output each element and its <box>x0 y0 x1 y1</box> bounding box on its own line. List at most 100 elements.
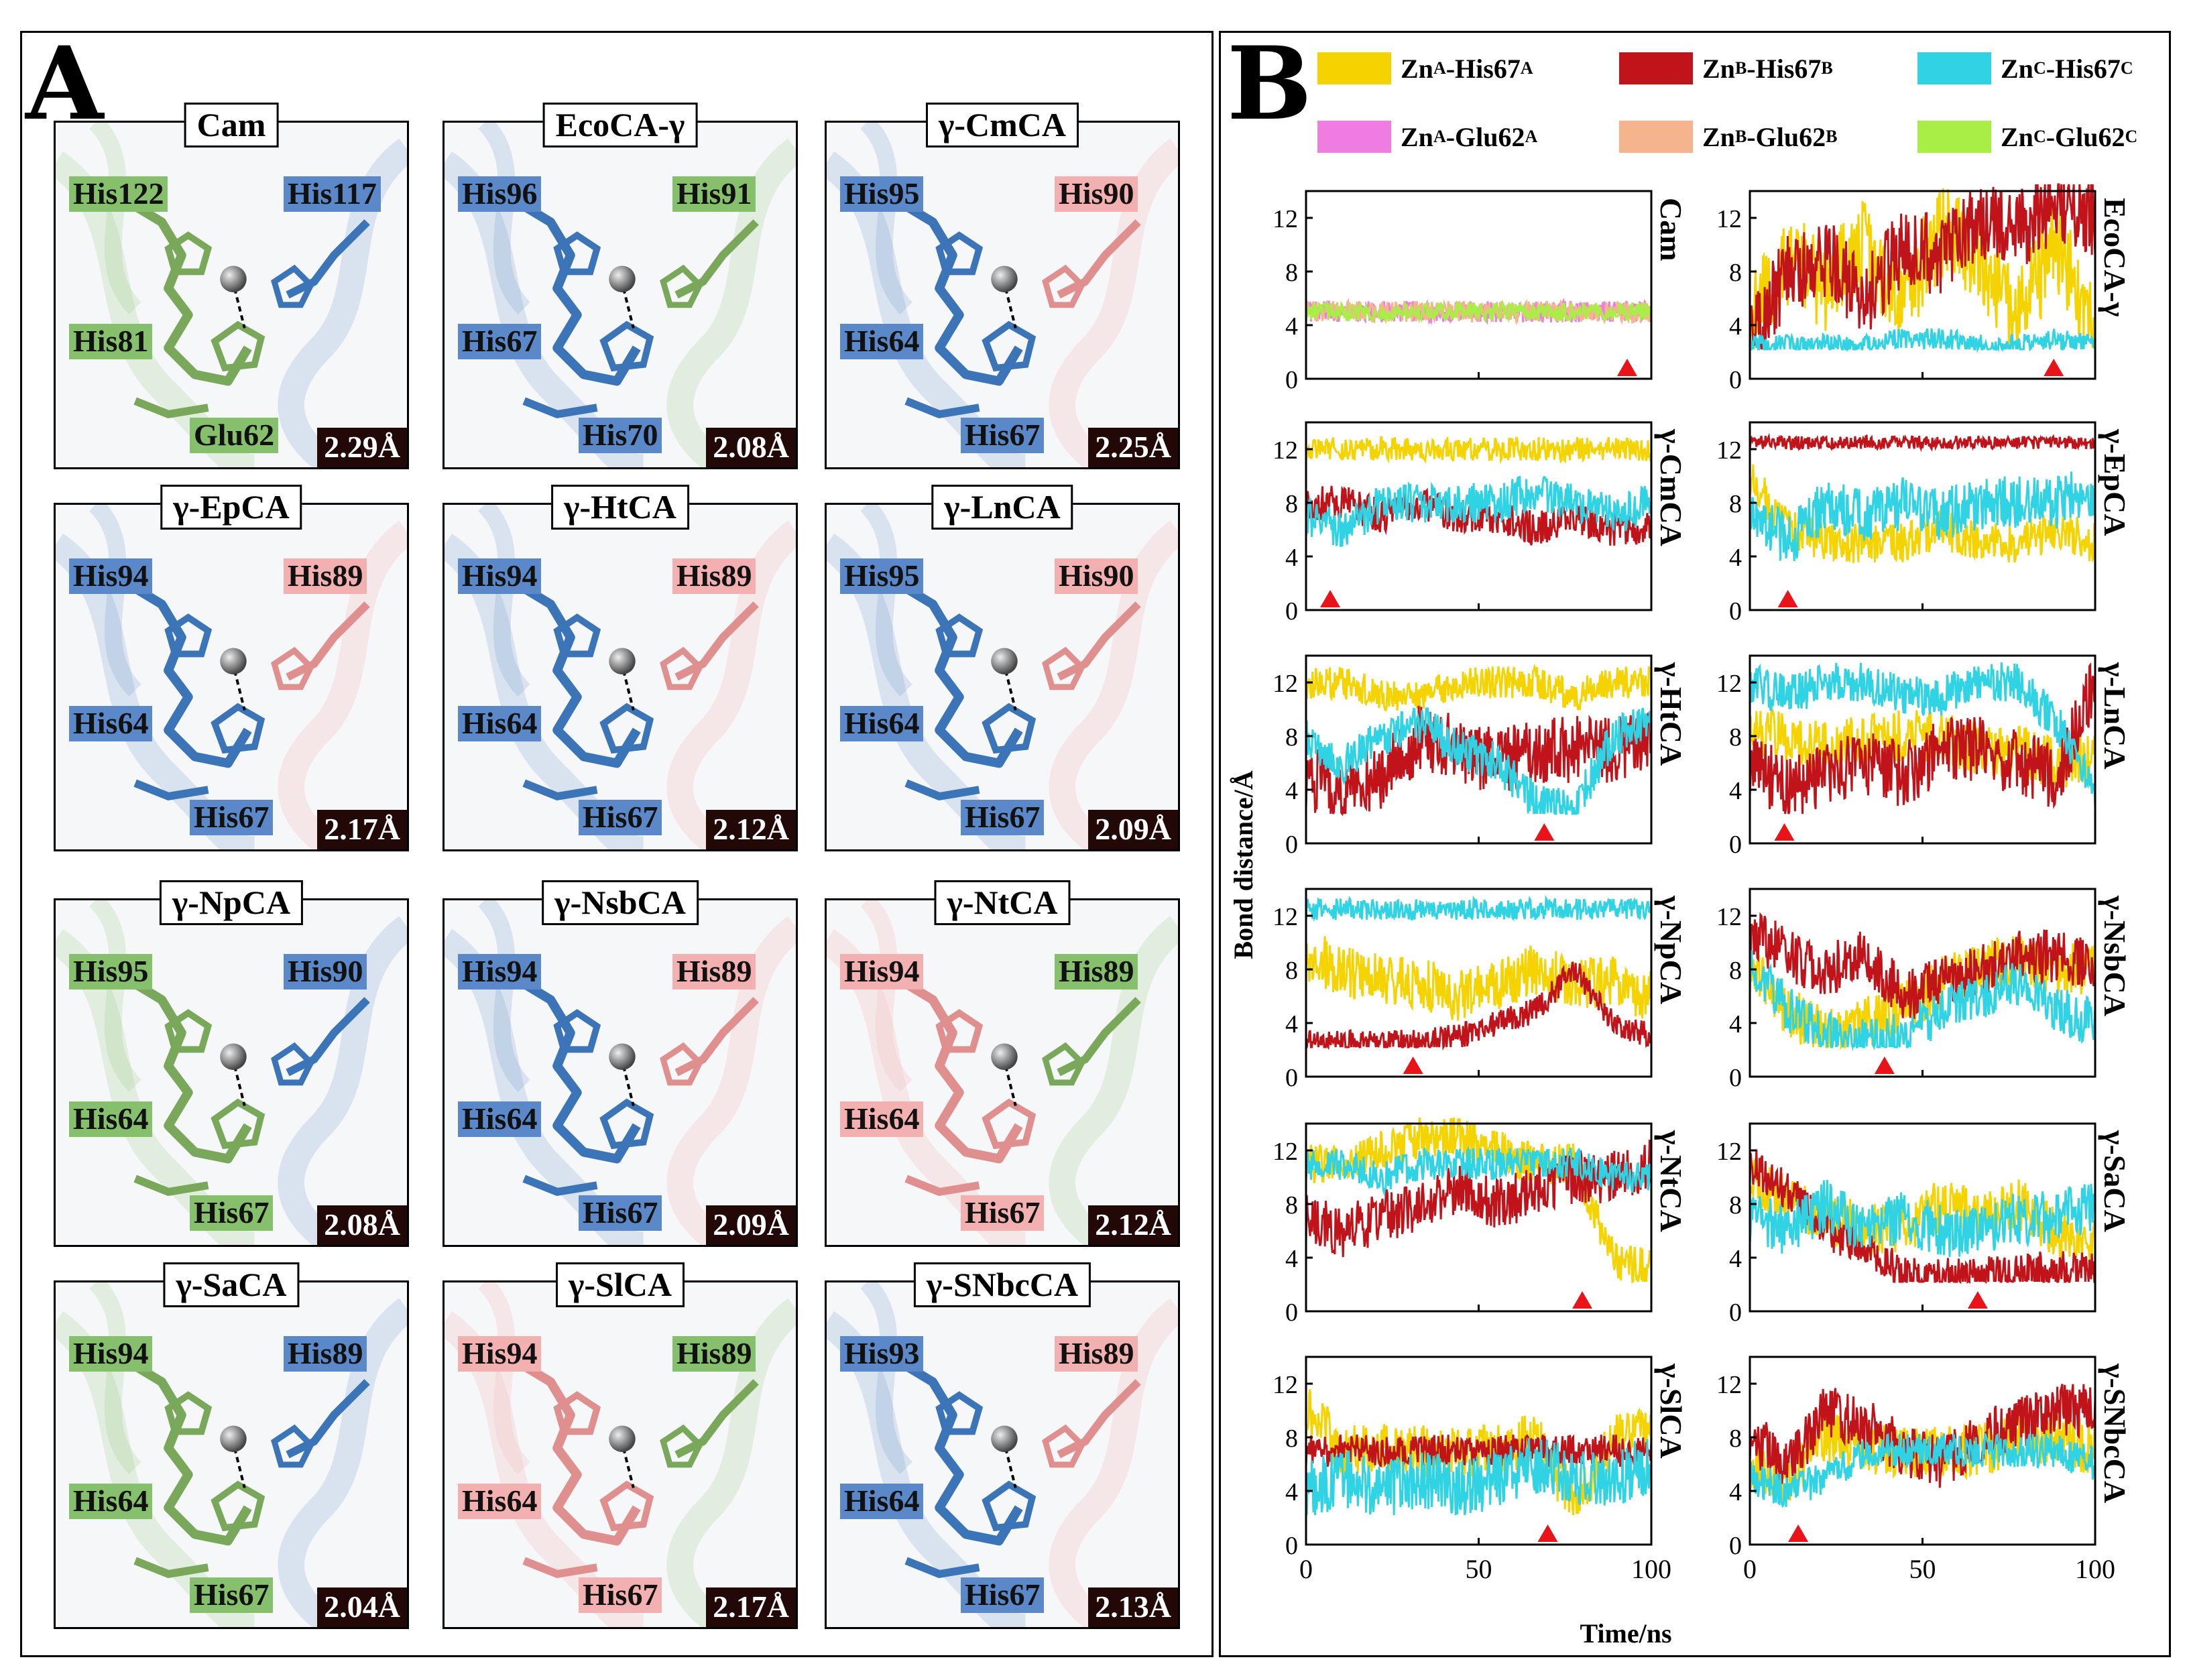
y-tick-label: 12 <box>1716 670 1742 698</box>
legend-text-part: B <box>1734 127 1747 146</box>
series-line <box>1749 1433 2096 1508</box>
legend-text-part: B <box>1821 58 1833 78</box>
residue-label: His64 <box>840 1101 924 1137</box>
residue-label: His81 <box>69 324 153 359</box>
residue-sticks <box>56 900 407 1245</box>
plot-title: γ-NtCA <box>1654 1130 1688 1232</box>
plot: 0 4 8 12 0 50 100 γ-SlCA <box>1273 1356 1688 1584</box>
residue-sticks <box>827 900 1178 1245</box>
bond-distance-value: 2.08Å <box>706 428 796 467</box>
structure-panel: γ-CmCA His95 His90 His64 His67 2.25Å <box>825 103 1180 469</box>
legend-text-part: -Glu62 <box>1747 121 1826 152</box>
residue-sticks <box>827 123 1178 467</box>
x-tick-label: 50 <box>1466 1554 1492 1584</box>
event-marker <box>1320 590 1341 607</box>
y-tick-label: 12 <box>1716 1371 1742 1399</box>
residue-label: His64 <box>840 1484 924 1519</box>
panel-title: γ-SlCA <box>556 1262 685 1307</box>
residue-sticks <box>445 900 796 1245</box>
y-tick-label: 0 <box>1729 1064 1742 1092</box>
y-tick-label: 8 <box>1729 490 1742 518</box>
event-marker <box>1616 359 1637 376</box>
residue-label: His95 <box>69 954 153 989</box>
residue-label: His67 <box>458 324 542 359</box>
legend-text-part: Zn <box>2001 121 2033 152</box>
panel-title: γ-SNbcCA <box>913 1262 1091 1307</box>
plot: 0 4 8 12 EcoCA-γ <box>1716 183 2132 394</box>
series-line <box>1305 1145 1653 1197</box>
legend-text-part: -Glu62 <box>1445 121 1525 152</box>
residue-label: His122 <box>69 176 168 212</box>
residue-label: His67 <box>961 1577 1045 1613</box>
structure-panel: EcoCA-γ His96 His91 His67 His70 2.08Å <box>442 103 798 469</box>
residue-sticks <box>445 123 796 467</box>
event-marker <box>1774 823 1795 841</box>
residue-label: His94 <box>840 954 924 989</box>
y-tick-label: 4 <box>1285 1245 1298 1273</box>
plot-title: γ-NpCA <box>1654 895 1688 1004</box>
legend-text-part: Zn <box>1702 53 1735 84</box>
series-line <box>1749 1149 2096 1284</box>
series-line <box>1305 936 1653 1021</box>
panel-title: γ-LnCA <box>931 485 1073 530</box>
legend-text-part: C <box>2120 58 2133 78</box>
series-line <box>1305 961 1653 1051</box>
series-line <box>1749 662 2096 807</box>
legend-text-part: Zn <box>1401 121 1433 152</box>
plot-title: EcoCA-γ <box>2098 198 2132 316</box>
legend-text-part: -His67 <box>1445 53 1521 84</box>
series-line <box>1305 299 1653 324</box>
residue-label: His64 <box>69 706 153 741</box>
residue-sticks <box>56 1282 407 1627</box>
plot-title: Cam <box>1654 198 1688 261</box>
y-tick-label: 8 <box>1285 957 1298 985</box>
legend-text-part: -His67 <box>2046 53 2121 84</box>
y-tick-label: 12 <box>1273 1371 1298 1399</box>
panel-title: EcoCA-γ <box>542 103 698 147</box>
y-tick-label: 4 <box>1729 312 1742 341</box>
legend-text-part: Zn <box>2001 53 2033 84</box>
legend-text-part: B <box>1826 127 1838 146</box>
plot: 0 4 8 12 0 50 100 γ-SNbcCA <box>1716 1356 2132 1584</box>
bond-distance-value: 2.17Å <box>706 1587 796 1627</box>
plot: 0 4 8 12 γ-LnCA <box>1716 654 2132 859</box>
legend-text-part: A <box>1433 127 1446 146</box>
y-tick-label: 8 <box>1729 259 1742 287</box>
residue-label: His117 <box>284 176 381 212</box>
structure-panel: γ-NpCA His95 His90 His64 His67 2.08Å <box>54 880 409 1247</box>
bond-distance-value: 2.29Å <box>317 428 407 467</box>
plot-title: γ-CmCA <box>1654 428 1688 546</box>
y-tick-label: 12 <box>1273 205 1298 233</box>
series-line <box>1750 328 2096 353</box>
residue-label: His64 <box>840 324 924 359</box>
plot: 0 4 8 12 γ-CmCA <box>1273 421 1688 625</box>
y-tick-label: 0 <box>1285 831 1298 859</box>
y-tick-label: 0 <box>1729 1299 1742 1327</box>
residue-label: His64 <box>840 706 924 741</box>
legend-text-part: A <box>1525 127 1538 146</box>
y-axis-label: Bond distance/Å <box>1228 770 1258 959</box>
plot: 0 4 8 12 γ-NsbCA <box>1716 888 2132 1092</box>
series-line <box>1749 662 2096 815</box>
event-marker <box>1967 1291 1988 1309</box>
residue-label: His90 <box>1055 176 1138 212</box>
series-line <box>1305 894 1653 922</box>
residue-label: His93 <box>840 1336 924 1372</box>
y-tick-label: 8 <box>1729 1425 1742 1453</box>
residue-sticks <box>56 505 407 849</box>
x-tick-label: 0 <box>1299 1554 1313 1584</box>
legend-text-part: C <box>2033 58 2046 78</box>
series-line <box>1305 663 1653 712</box>
legend-text-part: C <box>2033 127 2046 146</box>
residue-label: His67 <box>961 800 1045 835</box>
y-tick-label: 12 <box>1273 1138 1298 1166</box>
x-tick-label: 100 <box>2075 1554 2115 1584</box>
y-tick-label: 8 <box>1285 723 1298 752</box>
series-line <box>1749 950 2096 1051</box>
legend-text-part: Zn <box>1702 121 1735 152</box>
y-tick-label: 0 <box>1285 597 1298 625</box>
residue-label: His64 <box>69 1101 153 1137</box>
residue-label: His64 <box>69 1484 153 1519</box>
y-tick-label: 0 <box>1729 1532 1742 1560</box>
